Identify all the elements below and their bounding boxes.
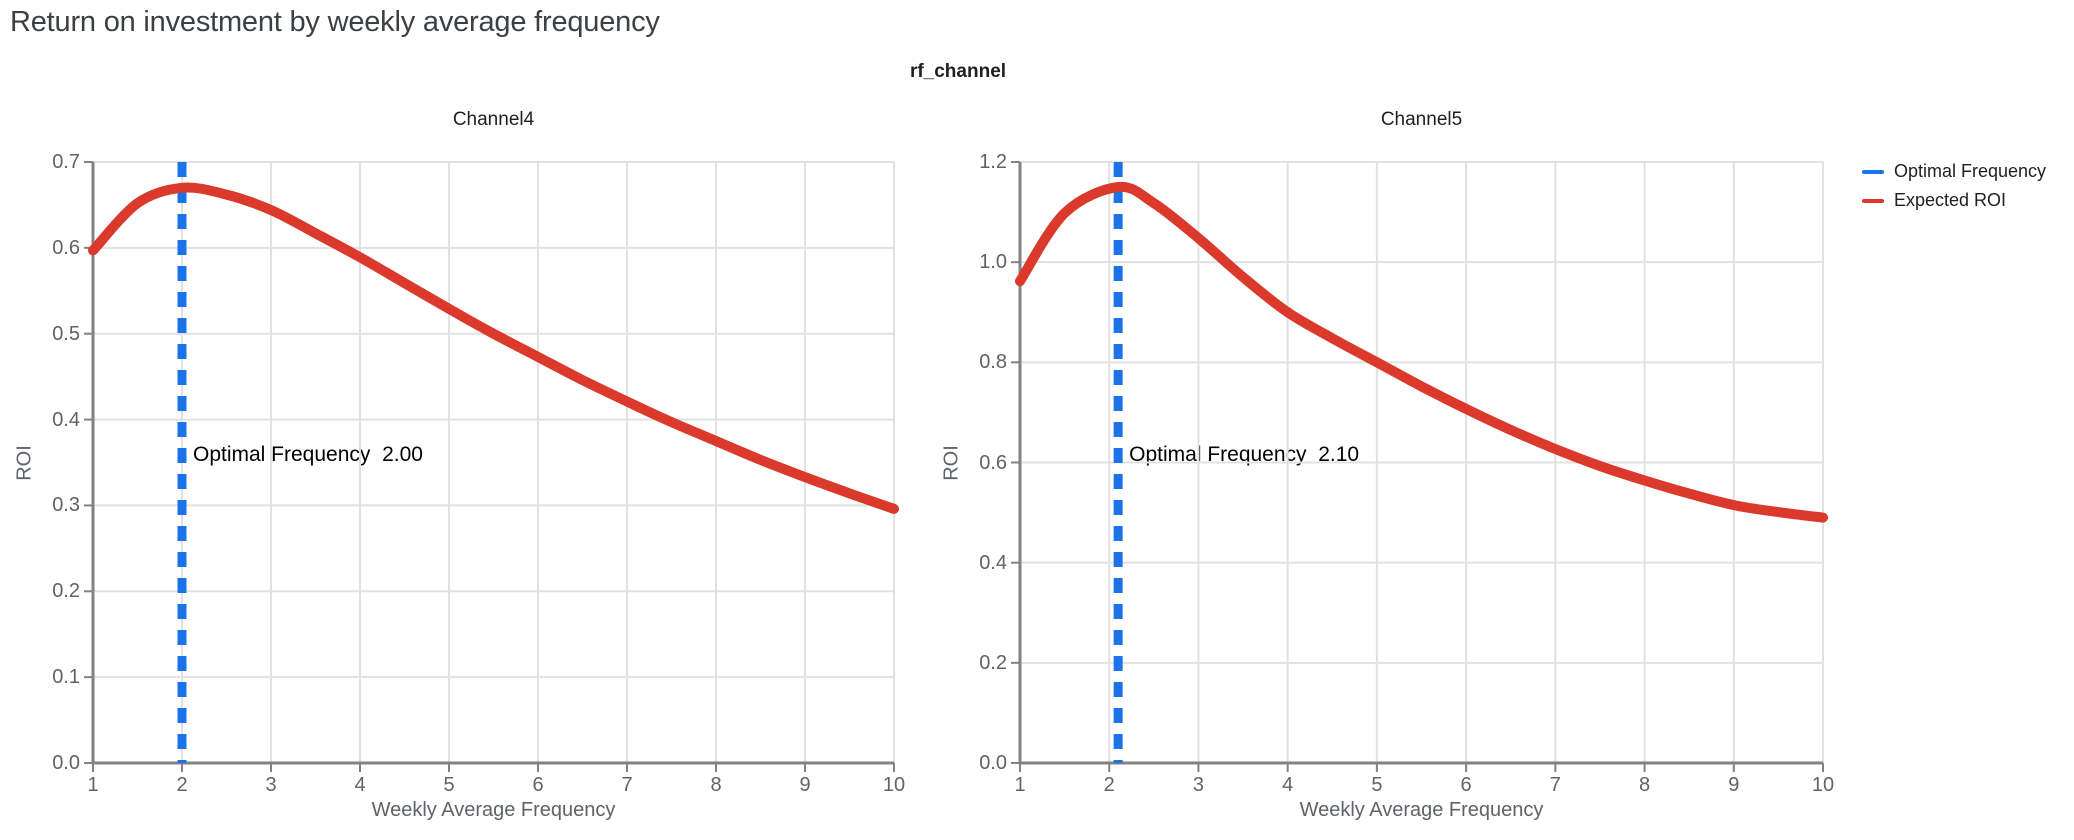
x-tick-label: 3 <box>1192 774 1204 796</box>
y-tick-label: 0.2 <box>52 580 80 603</box>
optimal-frequency-line-swatch <box>1862 169 1884 174</box>
x-tick-label: 10 <box>882 774 906 796</box>
x-tick-label: 9 <box>1728 774 1740 796</box>
x-tick-label: 1 <box>1014 774 1026 796</box>
legend-label: Optimal Frequency <box>1894 161 2047 181</box>
expected-roi-curve <box>88 182 899 514</box>
expected-roi-line-swatch <box>1862 198 1884 203</box>
y-tick-label: 0.0 <box>979 752 1007 774</box>
optimal-frequency-annotation: Optimal Frequency 2.10 <box>1129 442 1360 466</box>
y-tick-label: 0.6 <box>52 236 80 259</box>
x-tick-label: 8 <box>1638 774 1651 796</box>
x-tick-label: 1 <box>87 774 99 796</box>
x-tick-label: 7 <box>621 774 633 796</box>
x-tick-label: 5 <box>443 774 455 796</box>
y-tick-label: 0.2 <box>979 651 1007 674</box>
y-tick-label: 0.7 <box>52 151 80 173</box>
x-tick-label: 4 <box>1282 774 1294 796</box>
plot-area <box>84 161 899 772</box>
legend-item: Expected ROI <box>1862 186 2046 215</box>
x-tick-label: 2 <box>176 774 188 796</box>
x-tick-label: 10 <box>1811 774 1835 796</box>
chart-title: Channel4 <box>452 109 535 130</box>
legend-item: Optimal Frequency <box>1862 157 2046 186</box>
x-tick-label: 5 <box>1371 774 1383 796</box>
y-tick-label: 0.4 <box>979 551 1007 574</box>
y-tick-label: 1.0 <box>979 251 1007 274</box>
x-tick-label: 3 <box>265 774 277 796</box>
x-axis-title: Weekly Average Frequency <box>1299 799 1544 821</box>
x-tick-label: 6 <box>532 774 544 796</box>
optimal-frequency-annotation: Optimal Frequency 2.00 <box>193 442 423 466</box>
y-tick-label: 0.1 <box>52 666 80 689</box>
plot-area <box>1011 161 1828 772</box>
y-tick-label: 0.3 <box>52 494 80 517</box>
chart-title: Channel5 <box>1380 109 1463 130</box>
y-tick-label: 0.6 <box>979 451 1007 474</box>
x-tick-label: 6 <box>1460 774 1472 796</box>
figure-title: rf_channel <box>909 61 1007 82</box>
y-tick-label: 0.8 <box>979 351 1007 374</box>
y-tick-label: 1.2 <box>979 151 1007 173</box>
x-tick-label: 9 <box>799 774 811 796</box>
x-axis-title: Weekly Average Frequency <box>371 799 616 821</box>
y-tick-label: 0.0 <box>52 752 80 774</box>
legend: Optimal Frequency Expected ROI <box>1862 157 2046 215</box>
x-tick-label: 4 <box>354 774 366 796</box>
y-tick-label: 0.4 <box>52 408 80 431</box>
y-axis-title: ROI <box>13 444 36 481</box>
x-tick-label: 2 <box>1103 774 1115 796</box>
x-tick-label: 7 <box>1549 774 1561 796</box>
y-tick-label: 0.5 <box>52 322 80 345</box>
x-tick-label: 8 <box>710 774 722 796</box>
expected-roi-curve <box>1015 181 1828 523</box>
legend-label: Expected ROI <box>1894 190 2007 210</box>
page-title: Return on investment by weekly average f… <box>10 6 660 38</box>
